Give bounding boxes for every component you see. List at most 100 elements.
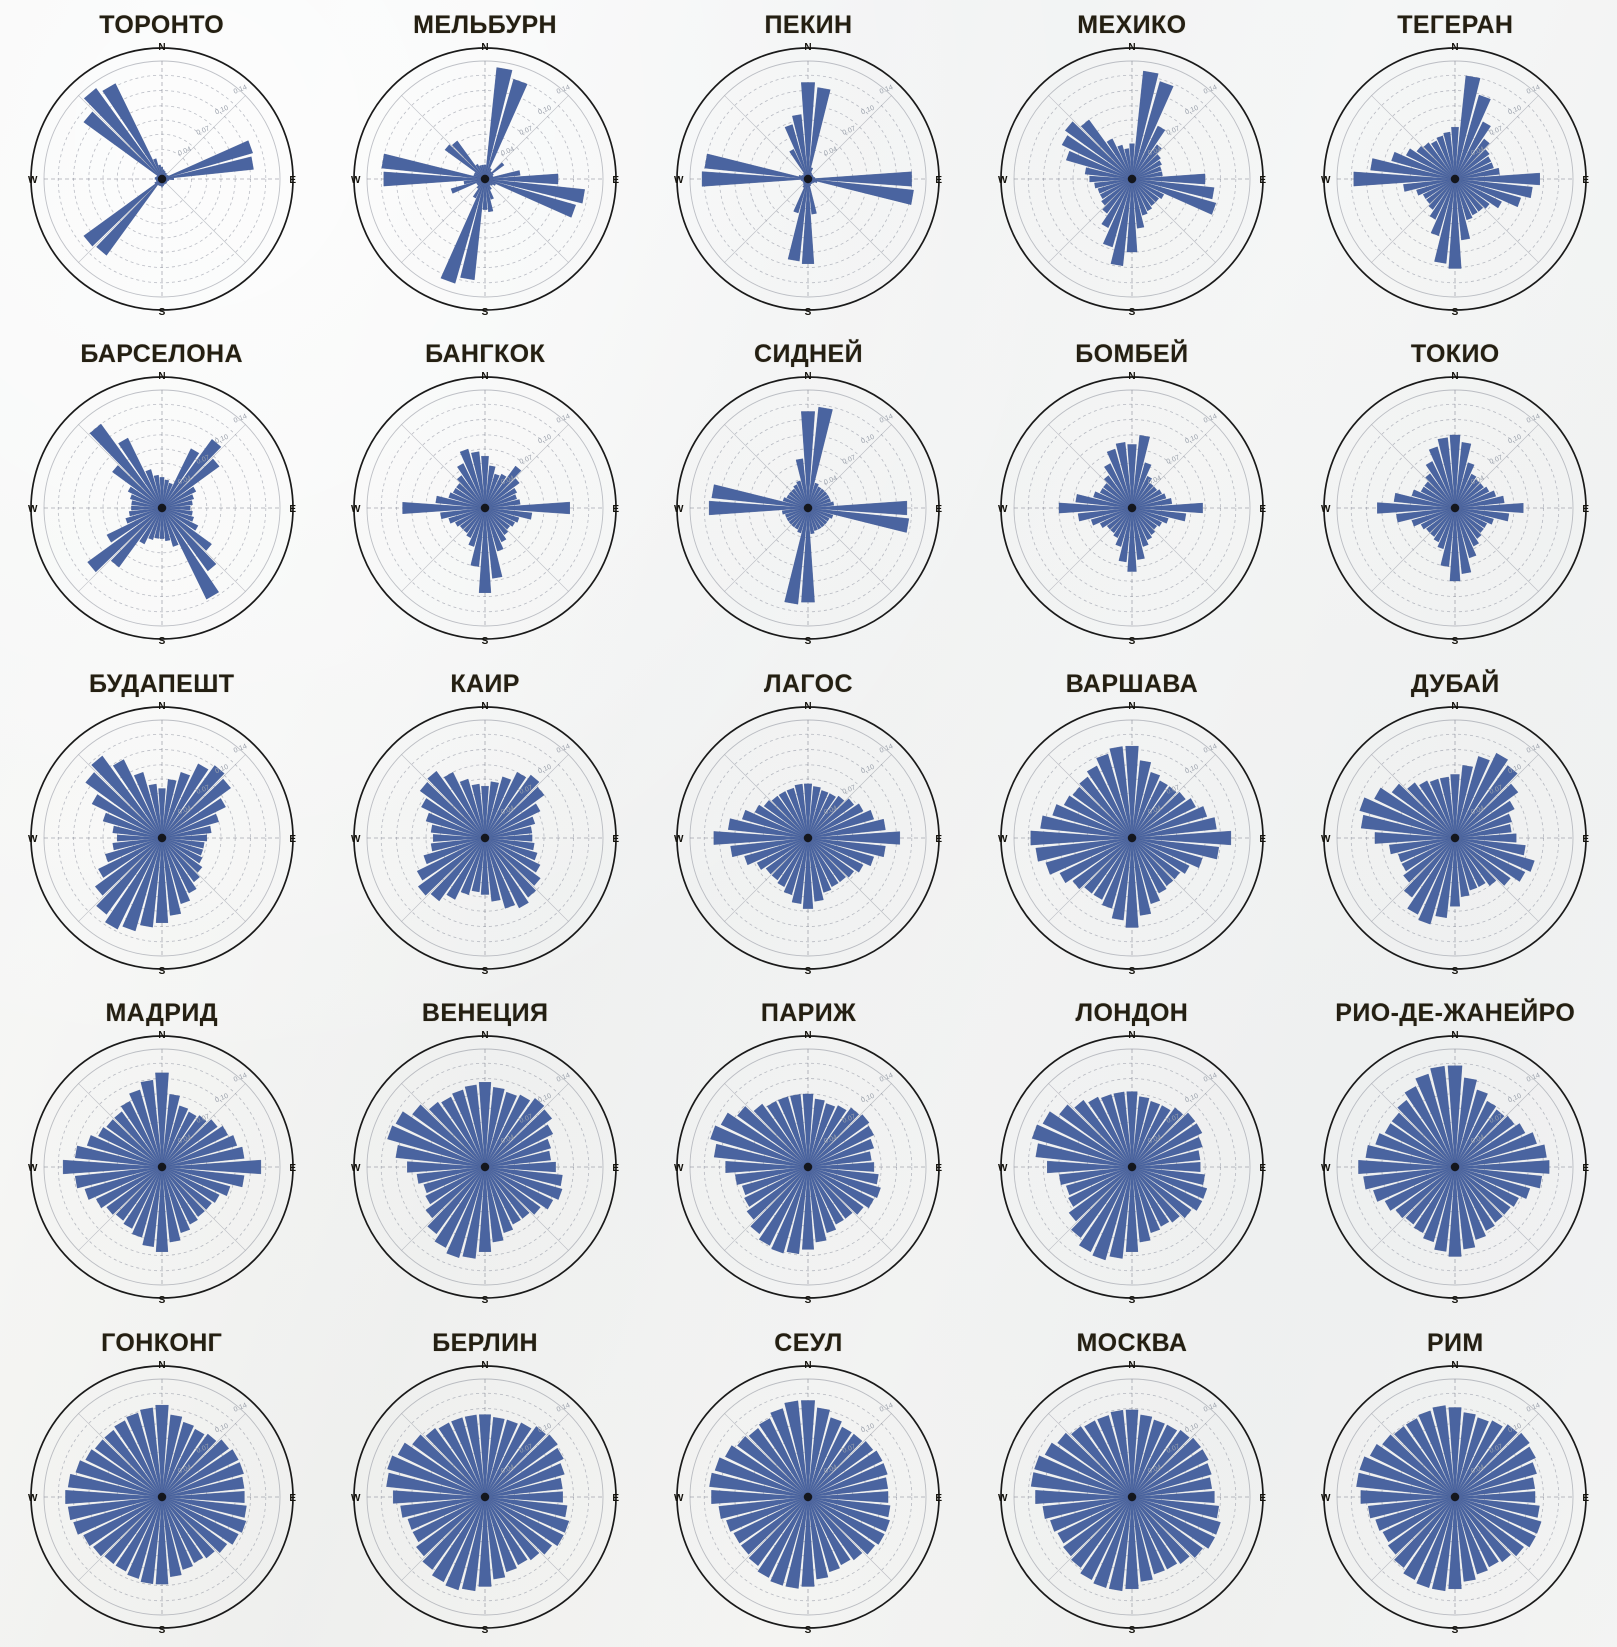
rose-petal [1375, 1133, 1456, 1168]
rose-petal [423, 1167, 486, 1194]
rose-petal [1061, 135, 1132, 180]
rose-petal [161, 1126, 228, 1168]
rose-petal [1131, 178, 1217, 215]
rose-petal [485, 837, 535, 851]
rose-petal [1101, 178, 1133, 229]
rose-petal [1131, 508, 1149, 548]
scale-tick-label: 0.07 [842, 1113, 857, 1125]
rose-petal [808, 837, 832, 893]
rose-petal [1131, 1167, 1207, 1200]
rose-petal [1404, 1086, 1456, 1168]
rose-petal [92, 1496, 162, 1556]
scale-tick-label: 0.07 [519, 1113, 534, 1125]
rose-petal [484, 488, 518, 509]
rose-petal [484, 508, 516, 528]
rose-petal [792, 837, 809, 904]
rose-petal [1455, 1496, 1525, 1556]
rose-petal [808, 508, 834, 520]
rose-petal [1455, 462, 1475, 509]
rose-petal [161, 837, 203, 856]
rose-petal [1131, 1496, 1165, 1574]
cardinal-south: S [158, 636, 165, 647]
rose-petal [161, 837, 203, 864]
rose-petal [1058, 503, 1132, 514]
rose-petal [772, 837, 809, 881]
wind-rose-cell: БЕРЛИН N S E W 0.14 0.10 0.07 0.04 [323, 1318, 646, 1647]
rose-petal [802, 1496, 815, 1587]
rose-petal [441, 1096, 486, 1168]
rose-petal [161, 508, 217, 572]
cardinal-south: S [482, 1625, 489, 1636]
rose-petal [1440, 508, 1456, 568]
cardinal-south: S [1452, 307, 1459, 318]
cardinal-west: W [674, 1493, 684, 1504]
wind-rose-plot: N S E W 0.14 0.10 0.07 0.04 [323, 369, 646, 658]
cardinal-north: N [1452, 371, 1459, 382]
rose-petal [808, 803, 864, 838]
rose-petal [1360, 1489, 1456, 1504]
rose-petal [1131, 178, 1145, 229]
rose-petal [161, 1160, 261, 1175]
wind-rose-cell: МЕЛЬБУРН N S E W 0.14 0.10 0.07 0.04 [323, 0, 646, 329]
rose-petal [468, 508, 486, 548]
scale-tick-label: 0.10 [214, 763, 229, 775]
scale-tick-label: 0.04 [1147, 805, 1162, 817]
city-title: БАРСЕЛОНА [80, 340, 243, 369]
rose-petal [1093, 491, 1132, 509]
rose-petal [1131, 173, 1206, 185]
scale-tick-label: 0.14 [1203, 1072, 1218, 1084]
rose-petal [1375, 832, 1456, 844]
wind-rose-plot: N S E W 0.14 0.10 0.07 0.04 [323, 1028, 646, 1317]
rose-petal [1419, 780, 1456, 838]
rose-petal [463, 508, 486, 534]
cardinal-north: N [481, 42, 488, 53]
rose-petal [484, 837, 541, 873]
rose-petal [1131, 508, 1145, 561]
rose-petal [480, 837, 490, 895]
rose-petal [1455, 149, 1490, 180]
rose-petal [94, 1438, 162, 1497]
rose-petal [1131, 1496, 1203, 1558]
city-title: СЕУЛ [774, 1328, 843, 1357]
rose-petal [444, 144, 486, 180]
rose-petal [161, 1496, 247, 1518]
rose-petal [145, 469, 162, 509]
cardinal-north: N [805, 1030, 812, 1041]
rose-petal [161, 1146, 245, 1168]
rose-petal [74, 1167, 162, 1189]
rose-petal [1455, 508, 1480, 547]
rose-petal [1131, 1496, 1219, 1518]
rose-petal [1131, 797, 1196, 838]
rose-petal [1448, 1406, 1462, 1497]
rose-petal [104, 837, 162, 930]
scale-tick-label: 0.14 [1526, 743, 1541, 755]
scale-tick-label: 0.14 [1203, 743, 1218, 755]
rose-petal [113, 1111, 162, 1168]
rose-petal [808, 1496, 886, 1545]
rose-petal [484, 1422, 532, 1497]
rose-petal [1396, 508, 1456, 523]
petal-group [709, 407, 910, 605]
rose-petal [1455, 1077, 1478, 1168]
rose-petal [1125, 1496, 1139, 1589]
cardinal-south: S [805, 636, 812, 647]
rose-petal [1411, 489, 1456, 509]
scale-tick-label: 0.10 [1507, 1422, 1522, 1434]
rose-petal [1430, 778, 1456, 838]
rose-petal [1455, 1476, 1536, 1497]
cardinal-east: E [289, 1163, 296, 1174]
rose-petal [161, 1105, 188, 1168]
rose-petal [430, 837, 486, 902]
rose-petal [412, 1434, 486, 1497]
cardinal-south: S [1129, 1295, 1136, 1306]
rose-petal [1356, 1472, 1456, 1497]
rose-petal [1131, 1476, 1212, 1497]
cardinal-south: S [1129, 966, 1136, 977]
rose-hub [804, 1162, 813, 1172]
scale-tick-label: 0.07 [519, 125, 534, 137]
scale-tick-label: 0.10 [1507, 1093, 1522, 1105]
rose-petal [1110, 1409, 1133, 1497]
rose-petal [1125, 745, 1139, 838]
rose-petal [484, 162, 505, 180]
rose-petal [484, 508, 507, 543]
